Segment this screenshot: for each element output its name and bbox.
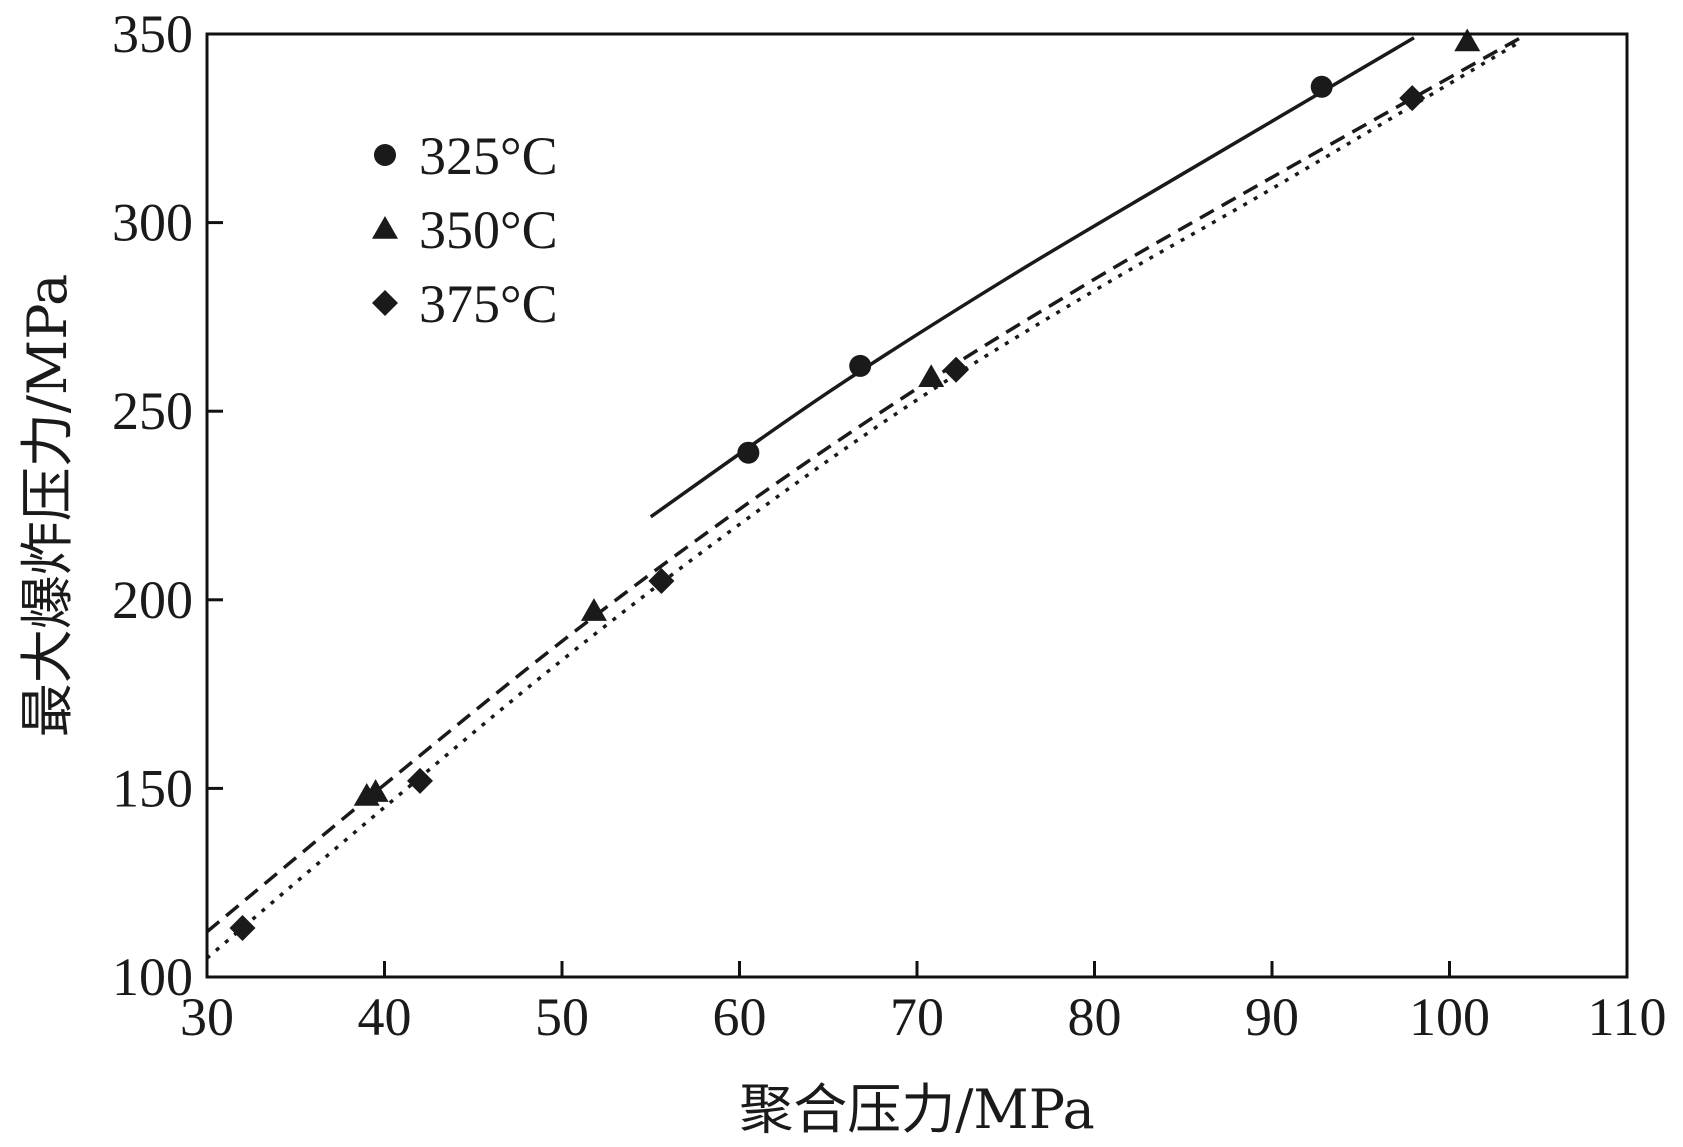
y-tick-label: 300 — [112, 193, 193, 253]
legend-label: 325°C — [419, 126, 558, 186]
legend-marker-diamond — [372, 290, 398, 316]
x-tick-label: 90 — [1245, 987, 1299, 1047]
legend-label: 350°C — [419, 200, 558, 260]
data-point-diamond — [407, 767, 433, 794]
x-axis-title: 聚合压力/MPa — [739, 1078, 1095, 1141]
data-point-circle — [1310, 75, 1333, 98]
x-tick-label: 100 — [1409, 987, 1490, 1047]
fit-line-triangle — [205, 36, 1522, 934]
x-tick-label: 40 — [358, 987, 412, 1047]
y-tick-label: 150 — [112, 758, 193, 818]
x-tick-label: 30 — [180, 987, 234, 1047]
y-tick-label: 200 — [112, 570, 193, 630]
data-point-circle — [737, 441, 760, 464]
data-point-diamond — [229, 914, 256, 941]
legend-label: 375°C — [419, 274, 558, 334]
data-points — [229, 28, 1481, 941]
data-point-triangle — [580, 598, 607, 621]
legend-marker-circle — [374, 144, 396, 166]
data-point-diamond — [943, 356, 970, 383]
y-tick-label: 100 — [112, 947, 193, 1007]
fit-line-diamond — [205, 40, 1522, 960]
data-point-triangle — [918, 364, 945, 388]
x-tick-label: 80 — [1068, 987, 1122, 1047]
data-point-triangle — [362, 779, 389, 802]
data-point-diamond — [1399, 85, 1426, 112]
y-axis-title: 最大爆炸压力/MPa — [16, 274, 79, 738]
data-point-triangle — [1454, 28, 1481, 52]
x-tick-label: 60 — [713, 987, 767, 1047]
y-tick-label: 250 — [112, 381, 193, 441]
legend: 325°C 350°C 375°C — [372, 126, 558, 334]
fit-line-circle — [649, 36, 1415, 519]
x-tick-label: 110 — [1588, 987, 1667, 1047]
x-tick-label: 70 — [890, 987, 944, 1047]
data-point-circle — [849, 354, 872, 377]
axis-ticks: 30 40 50 60 70 80 90 100 110 100 150 200 250 300 350 — [112, 4, 1667, 1047]
data-point-diamond — [648, 567, 675, 594]
x-tick-label: 50 — [535, 987, 589, 1047]
fit-lines — [205, 36, 1522, 960]
legend-marker-triangle — [372, 216, 398, 239]
y-tick-label: 350 — [112, 4, 193, 64]
